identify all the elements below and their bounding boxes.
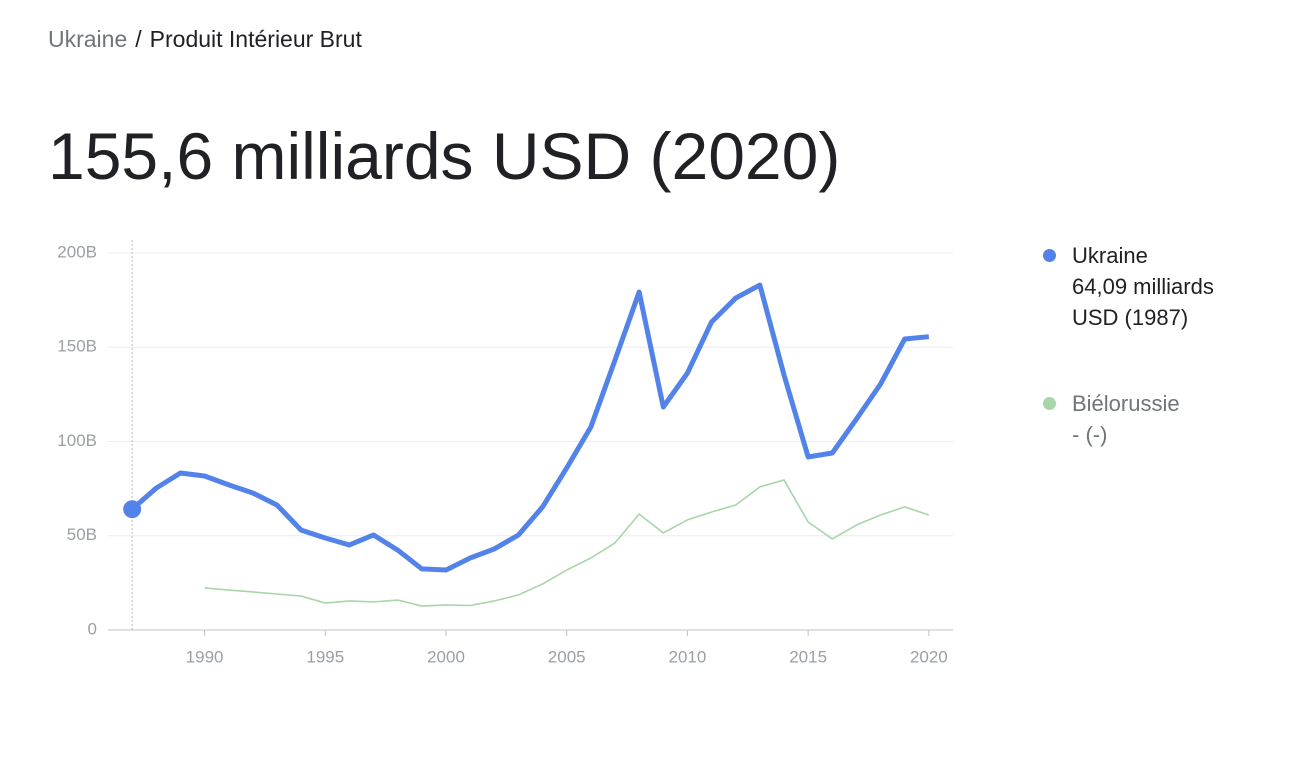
- breadcrumb-separator: /: [135, 26, 142, 52]
- headline: 155,6 milliards USD (2020): [48, 119, 841, 193]
- legend-name: Ukraine: [1072, 243, 1148, 268]
- x-tick-label: 1995: [306, 647, 344, 666]
- x-tick-label: 2010: [669, 647, 707, 666]
- y-tick-label: 0: [88, 619, 97, 638]
- y-tick-label: 100B: [57, 431, 97, 450]
- breadcrumb-current: Produit Intérieur Brut: [149, 26, 362, 52]
- series-line: [130, 282, 930, 573]
- legend-swatch: [1043, 249, 1056, 262]
- y-tick-label: 150B: [57, 337, 97, 356]
- x-tick-label: 2015: [789, 647, 827, 666]
- x-tick-label: 2000: [427, 647, 465, 666]
- series-line: [204, 479, 930, 607]
- breadcrumb: Ukraine / Produit Intérieur Brut: [48, 26, 362, 53]
- x-tick-label: 2020: [910, 647, 948, 666]
- legend-value: 64,09 milliards USD (1987): [1072, 274, 1214, 330]
- legend-swatch: [1043, 397, 1056, 410]
- chart: 0 50B 100B 150B 200B 1990 1995 2000 2005 2010 2015…: [57, 240, 953, 666]
- x-tick-label: 1990: [186, 647, 224, 666]
- legend-item[interactable]: Ukraine 64,09 milliards USD (1987): [1043, 240, 1262, 333]
- breadcrumb-parent[interactable]: Ukraine: [48, 26, 128, 52]
- y-tick-label: 200B: [57, 242, 97, 261]
- x-tick-label: 2005: [548, 647, 586, 666]
- highlight-point: [123, 500, 142, 519]
- legend-item[interactable]: Biélorussie - (-): [1043, 388, 1262, 450]
- legend-value: - (-): [1072, 422, 1108, 447]
- y-tick-label: 50B: [67, 525, 97, 544]
- legend-name: Biélorussie: [1072, 391, 1180, 416]
